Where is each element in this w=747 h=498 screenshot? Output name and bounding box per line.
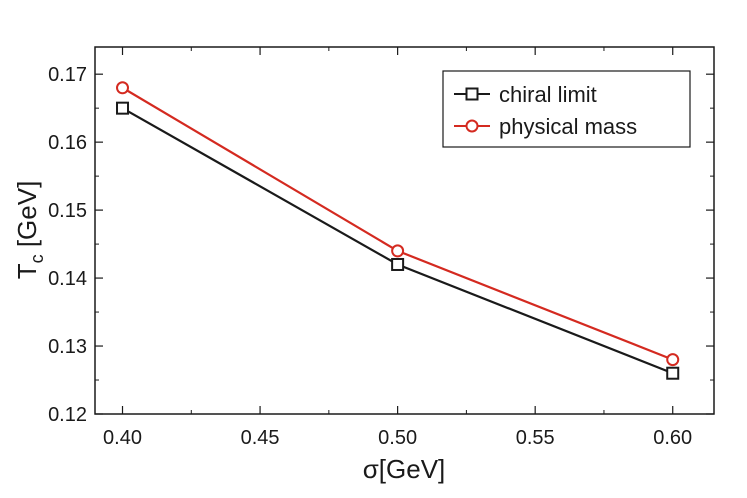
y-axis-label-unit: [GeV] bbox=[12, 181, 42, 255]
y-tick-label: 0.15 bbox=[48, 200, 87, 222]
x-tick-label: 0.50 bbox=[378, 427, 417, 449]
y-tick-label: 0.14 bbox=[48, 268, 87, 290]
data-point-chiral-limit bbox=[116, 101, 130, 115]
x-tick-label: 0.40 bbox=[103, 427, 142, 449]
data-point-physical-mass bbox=[116, 81, 130, 95]
data-point-physical-mass bbox=[666, 353, 680, 367]
legend-label-chiral-limit: chiral limit bbox=[499, 82, 597, 107]
plot-frame bbox=[94, 46, 715, 415]
legend-label-physical-mass: physical mass bbox=[499, 114, 637, 139]
y-tick-label: 0.17 bbox=[48, 64, 87, 86]
y-axis-label-main: T bbox=[12, 263, 42, 279]
y-axis-label-sub: c bbox=[27, 254, 47, 263]
x-tick-label: 0.60 bbox=[653, 427, 692, 449]
data-point-chiral-limit bbox=[391, 257, 405, 271]
legend-marker-physical-mass bbox=[465, 119, 479, 133]
legend-marker-chiral-limit bbox=[465, 87, 479, 101]
data-point-physical-mass bbox=[391, 244, 405, 258]
y-tick-label: 0.13 bbox=[48, 336, 87, 358]
series-markers bbox=[116, 81, 680, 380]
x-tick-label: 0.55 bbox=[516, 427, 555, 449]
x-tick-label: 0.45 bbox=[241, 427, 280, 449]
ticks bbox=[95, 47, 714, 415]
series-line-chiral-limit bbox=[121, 107, 674, 375]
data-point-chiral-limit bbox=[666, 366, 680, 380]
tick-labels: 0.40 0.45 0.50 0.55 0.60 0.12 0.13 0.14 0.15 0.16… bbox=[48, 64, 692, 449]
legend: chiral limit physical mass bbox=[442, 70, 691, 148]
y-tick-label: 0.16 bbox=[48, 132, 87, 154]
x-axis-label: σ[GeV] bbox=[363, 454, 446, 484]
y-tick-label: 0.12 bbox=[48, 404, 87, 426]
legend-box bbox=[442, 70, 691, 148]
y-axis-label: Tc [GeV] bbox=[12, 181, 47, 280]
